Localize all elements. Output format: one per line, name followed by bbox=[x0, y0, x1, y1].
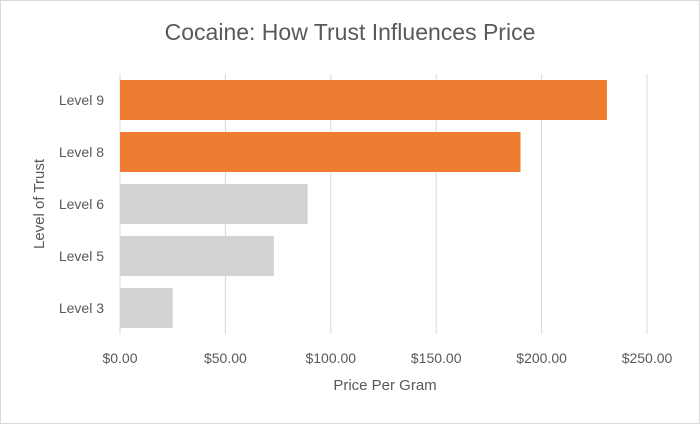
y-tick-label: Level 9 bbox=[59, 92, 104, 108]
x-tick-label: $50.00 bbox=[204, 350, 247, 366]
y-tick-label: Level 8 bbox=[59, 144, 104, 160]
bar-level-6 bbox=[120, 184, 308, 224]
bar-level-5 bbox=[120, 236, 274, 276]
x-tick-label: $250.00 bbox=[622, 350, 673, 366]
x-tick-label: $150.00 bbox=[411, 350, 462, 366]
x-axis-title: Price Per Gram bbox=[333, 377, 436, 394]
bar-level-3 bbox=[120, 288, 173, 328]
y-axis-tick-labels: Level 9 Level 8 Level 6 Level 5 Level 3 bbox=[59, 92, 104, 316]
x-tick-label: $200.00 bbox=[516, 350, 567, 366]
x-tick-label: $100.00 bbox=[305, 350, 356, 366]
bar-level-9 bbox=[120, 80, 607, 120]
x-tick-label: $0.00 bbox=[102, 350, 137, 366]
x-axis-tick-labels: $0.00 $50.00 $100.00 $150.00 $200.00 $250.00 bbox=[102, 350, 672, 366]
chart-title: Cocaine: How Trust Influences Price bbox=[165, 19, 536, 45]
bar-level-8 bbox=[120, 132, 521, 172]
y-tick-label: Level 5 bbox=[59, 248, 104, 264]
y-tick-label: Level 6 bbox=[59, 196, 104, 212]
y-tick-label: Level 3 bbox=[59, 300, 104, 316]
bars bbox=[120, 80, 607, 328]
y-axis-title: Level of Trust bbox=[31, 158, 48, 249]
